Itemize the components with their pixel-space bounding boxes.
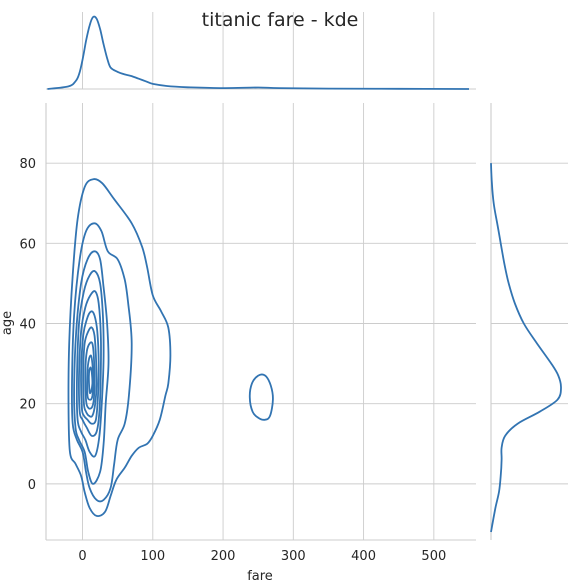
chart-title: titanic fare - kde	[202, 9, 359, 31]
x-tick-label: 0	[78, 549, 86, 564]
marginal-x-panel	[46, 12, 476, 90]
kde-contour-4	[75, 270, 105, 458]
y-tick-label: 40	[19, 318, 36, 333]
marginal-x-density-curve	[47, 15, 470, 90]
y-tick-label: 80	[19, 157, 36, 172]
kde-contour-7	[82, 326, 98, 418]
x-tick-label: 400	[351, 549, 376, 564]
kde-contour-6	[80, 310, 100, 425]
y-tick-label: 0	[28, 478, 36, 493]
y-axis-label: age	[0, 311, 15, 335]
kde-contour-10	[87, 366, 94, 395]
kde-contour-8	[84, 341, 96, 410]
x-tick-label: 200	[211, 549, 236, 564]
kde-contour-3	[73, 250, 110, 485]
kde-contour-5	[78, 290, 102, 437]
x-tick-label: 500	[421, 549, 446, 564]
kde-contour-2	[71, 222, 133, 503]
main-panel: 0 100 200 300 400 500 0 20 40 60 80 fare age	[0, 103, 476, 583]
marginal-y-density-curve	[490, 163, 562, 533]
y-tick-label: 60	[19, 237, 36, 252]
y-tick-label: 20	[19, 398, 36, 413]
kde-contour-9	[86, 354, 94, 401]
x-axis-label: fare	[247, 569, 273, 583]
kde-contour-1	[67, 178, 172, 517]
x-tick-label: 300	[281, 549, 306, 564]
marginal-y-panel	[490, 103, 568, 540]
kde-contour-11	[248, 373, 274, 421]
x-tick-label: 100	[140, 549, 165, 564]
